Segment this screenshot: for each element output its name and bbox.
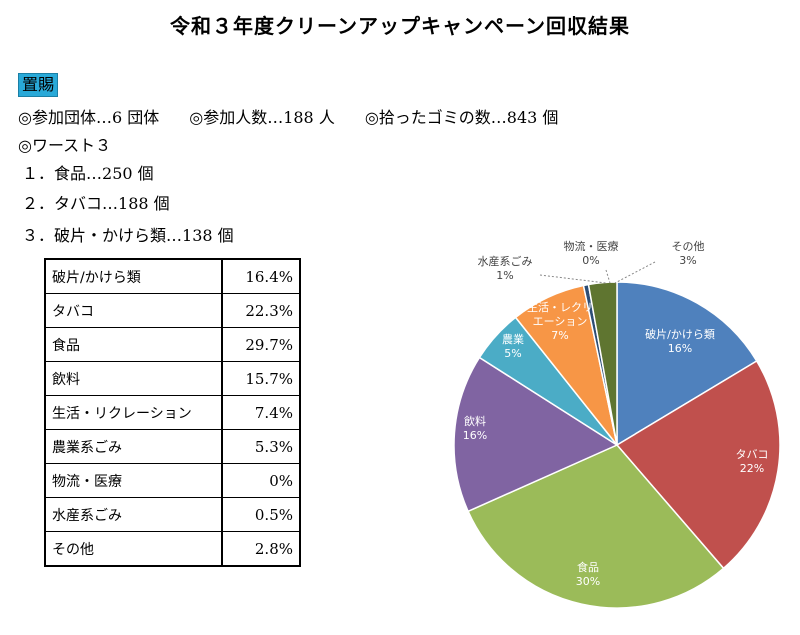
table-row: タバコ 22.3% (44, 293, 301, 328)
table-row: 水産系ごみ 0.5% (44, 497, 301, 532)
slice-percent-label: 7% (551, 329, 568, 342)
slice-name-label: 物流・医療 (564, 239, 619, 253)
slice-percent-label: 16% (668, 342, 692, 355)
table-cell-category: 破片/かけら類 (44, 258, 223, 294)
table-cell-value: 0.5% (221, 497, 301, 532)
table-cell-category: 農業系ごみ (44, 429, 223, 464)
table-row: 飲料 15.7% (44, 361, 301, 396)
worst-text: 破片・かけら類…138 個 (54, 226, 234, 245)
worst-rank: ２． (22, 194, 55, 213)
worst-rank: １． (22, 164, 55, 183)
pie-slice (616, 281, 758, 447)
table-cell-category: 物流・医療 (44, 463, 223, 498)
table-row: 生活・リクレーション 7.4% (44, 395, 301, 430)
table-cell-value: 29.7% (221, 327, 301, 362)
table-row: 農業系ごみ 5.3% (44, 429, 301, 464)
slice-percent-label: 22% (740, 462, 764, 475)
slice-percent-label: 1% (496, 269, 513, 282)
slice-percent-label: 30% (576, 575, 600, 588)
slice-percent-label: 5% (504, 347, 521, 360)
table-cell-category: 食品 (44, 327, 223, 362)
slice-name-label: タバコ (736, 448, 769, 461)
table-row: 食品 29.7% (44, 327, 301, 362)
worst-item-1: １．食品…250 個 (22, 160, 154, 184)
pie-slice (587, 281, 618, 446)
slice-name-label: その他 (672, 240, 705, 253)
table-cell-value: 15.7% (221, 361, 301, 396)
region-label: 置賜 (18, 73, 59, 97)
percentage-table: 破片/かけら類 16.4% タバコ 22.3% 食品 29.7% 飲料 15.7% 生活… (44, 258, 301, 567)
slice-percent-label: 3% (679, 254, 696, 267)
worst-heading: ◎ワースト３ (18, 136, 112, 155)
pie-slice (615, 359, 781, 570)
slice-name-label: 水産系ごみ (478, 254, 533, 268)
table-cell-value: 5.3% (221, 429, 301, 464)
page-title: 令和３年度クリーンアップキャンペーン回収結果 (170, 14, 630, 38)
stat-groups: ◎参加団体…6 団体 (18, 108, 160, 127)
slice-name-label: 破片/かけら類 (645, 327, 715, 341)
slice-name-label: エーション (533, 315, 588, 328)
table-cell-category: 生活・リクレーション (44, 395, 223, 430)
slice-name-label: 飲料 (464, 414, 486, 428)
table-cell-category: 水産系ごみ (44, 497, 223, 532)
slice-name-label: 食品 (577, 560, 599, 574)
callout-line (539, 274, 607, 284)
slice-name-label: 生活・レクリ (527, 300, 593, 314)
table-row: その他 2.8% (44, 531, 301, 567)
table-row: 物流・医療 0% (44, 463, 301, 498)
table-row: 破片/かけら類 16.4% (44, 258, 301, 294)
slice-name-label: 農業 (502, 332, 524, 346)
worst-rank: ３． (22, 226, 55, 245)
slice-percent-label: 0% (582, 254, 599, 267)
stats-line: ◎参加団体…6 団体 ◎参加人数…188 人 ◎拾ったゴミの数…843 個 (18, 104, 558, 128)
table-cell-value: 0% (221, 463, 301, 498)
table-cell-category: タバコ (44, 293, 223, 328)
table-cell-category: その他 (44, 531, 223, 567)
worst-text: 食品…250 個 (54, 164, 154, 183)
pie-slice (453, 356, 619, 513)
stat-people: ◎参加人数…188 人 (189, 108, 335, 127)
table-cell-value: 2.8% (221, 531, 301, 567)
pie-slice (467, 444, 725, 609)
worst-item-2: ２．タバコ…188 個 (22, 190, 170, 214)
callout-line (614, 261, 656, 284)
callout-line (605, 269, 611, 284)
worst-item-3: ３．破片・かけら類…138 個 (22, 222, 234, 246)
worst-text: タバコ…188 個 (54, 194, 170, 213)
table-cell-value: 16.4% (221, 258, 301, 294)
table-cell-category: 飲料 (44, 361, 223, 396)
table-cell-value: 7.4% (221, 395, 301, 430)
slice-percent-label: 16% (463, 429, 487, 442)
stat-trash: ◎拾ったゴミの数…843 個 (364, 108, 559, 127)
